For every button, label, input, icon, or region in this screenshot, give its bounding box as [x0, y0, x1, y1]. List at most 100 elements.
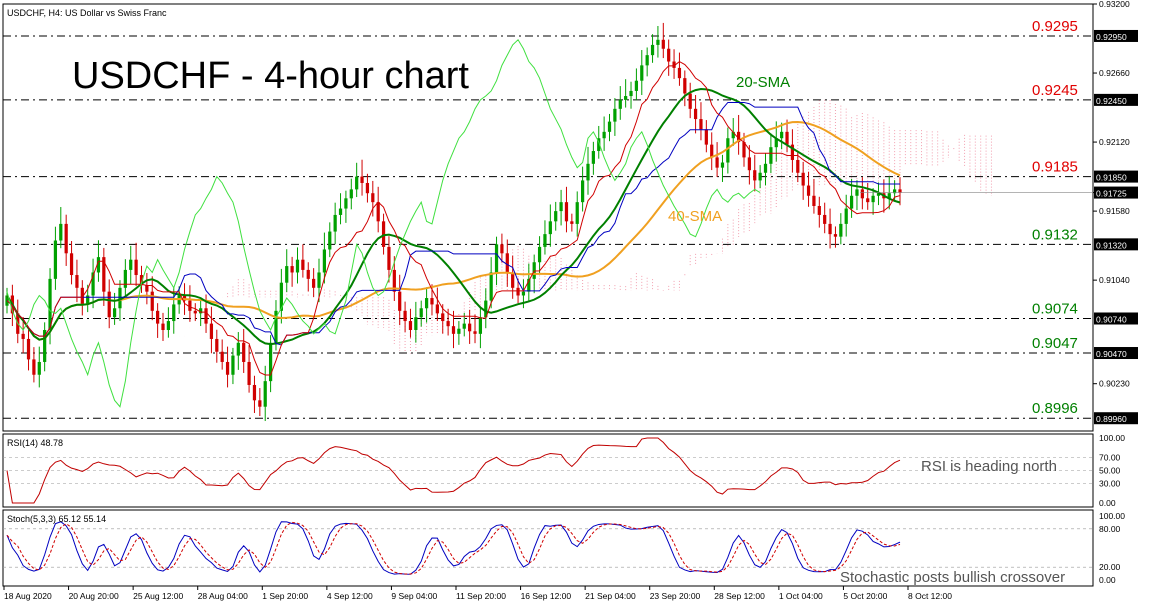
candle-body [37, 361, 41, 375]
candle-body [419, 308, 423, 318]
candle-body [602, 131, 606, 139]
candle-body [769, 147, 773, 164]
candle-body [209, 323, 214, 339]
level-tag-text: 0.91320 [1096, 240, 1127, 250]
candle-body [199, 308, 203, 314]
candle-body [823, 214, 827, 224]
level-tag-box [1094, 93, 1138, 106]
candle-body [860, 189, 864, 199]
candle-body [344, 198, 348, 209]
candle-body [21, 333, 25, 339]
candle-body [790, 144, 795, 160]
candle-body [898, 189, 902, 193]
price-axis: 0.93200 0.92660 0.92120 0.91725 0.91580 0.910… [860, 0, 1138, 389]
candle-body [26, 338, 31, 360]
candle-body [833, 234, 838, 237]
time-axis: 18 Aug 2020 20 Aug 20:00 25 Aug 12:00 28 Au… [3, 586, 952, 601]
candle-body [812, 195, 816, 206]
candle-body [893, 189, 897, 194]
candle-body [236, 342, 240, 356]
candle-body [559, 202, 563, 212]
candle-body [737, 131, 741, 143]
candle-body [564, 202, 569, 222]
candle-body [699, 119, 703, 130]
candle-body [839, 223, 843, 237]
rsi-tick-label: 100.00 [1099, 433, 1125, 443]
stoch-tick-label: 100.00 [1099, 511, 1125, 521]
candle-body [86, 295, 90, 305]
candle-body [123, 269, 127, 288]
level-tag-box [1094, 170, 1138, 183]
current-price-label: 0.91725 [1096, 189, 1127, 199]
time-tick-label: 21 Sep 04:00 [585, 591, 636, 601]
level-tag-text: 0.92950 [1096, 32, 1127, 42]
candle-body [586, 163, 590, 181]
candle-body [887, 193, 891, 199]
stoch-tick-label: 80.00 [1099, 524, 1121, 534]
time-tick-label: 18 Aug 2020 [4, 591, 52, 601]
candle-body [661, 39, 665, 49]
candle-body [295, 259, 300, 273]
candle-body [107, 291, 111, 318]
rsi-title: RSI(14) 48.78 [7, 438, 63, 448]
candle-body [613, 108, 617, 122]
candle-body [285, 266, 289, 283]
level-tag-box [1094, 238, 1138, 251]
candle-body [204, 308, 208, 324]
candle-body [785, 131, 789, 145]
candle-body [462, 323, 466, 329]
candle-body [634, 80, 639, 91]
candle-body [855, 189, 859, 196]
level-tag-box [1094, 347, 1138, 360]
candle-body [828, 223, 832, 235]
candle-body [312, 278, 316, 288]
candle-body [408, 321, 413, 331]
candle-body [500, 244, 504, 254]
rsi-line [6, 437, 901, 504]
candle-body [172, 304, 176, 322]
rsi-tick-label: 70.00 [1099, 453, 1121, 463]
candle-body [516, 287, 520, 296]
candle-body [338, 208, 343, 215]
candle-body [430, 298, 434, 305]
candle-body [457, 328, 461, 334]
level-label: 0.9295 [1032, 18, 1078, 35]
candle-body [484, 300, 488, 318]
candle-body [225, 361, 230, 375]
stoch-main-line [6, 521, 901, 575]
level-label: 0.8996 [1032, 400, 1078, 417]
candle-body [290, 266, 294, 273]
candle-body [446, 321, 450, 327]
candle-body [129, 259, 133, 270]
level-tag-text: 0.89960 [1096, 414, 1127, 424]
chikou-line [6, 39, 761, 408]
candle-body [876, 193, 881, 196]
candle-body [263, 381, 267, 407]
candle-body [268, 342, 273, 382]
candle-body [274, 310, 278, 343]
level-tag-box [1094, 29, 1138, 42]
candle-body [102, 257, 106, 292]
candle-body [381, 221, 386, 247]
stoch-tick-label: 0.00 [1099, 575, 1116, 585]
candle-body [59, 223, 63, 241]
level-label: 0.9245 [1032, 82, 1078, 99]
candle-body [774, 138, 778, 148]
candle-body [554, 211, 558, 222]
candle-body [650, 44, 655, 56]
candle-body [618, 99, 622, 109]
candle-body [607, 121, 612, 132]
candle-body [473, 331, 477, 334]
candle-body [726, 138, 730, 163]
candle-body [629, 90, 633, 97]
candle-body [317, 272, 321, 288]
candle-body [731, 131, 735, 139]
price-tick-label: 0.91040 [1099, 275, 1130, 285]
candle-body [710, 144, 714, 158]
tenkan-line [6, 60, 901, 376]
candle-body [704, 129, 708, 145]
support-resistance-levels: 0.9295 0.92950 0.9245 0.92450 0.9185 0.91850 0… [3, 18, 1138, 425]
candle-body [677, 67, 682, 79]
candle-body [80, 287, 84, 305]
